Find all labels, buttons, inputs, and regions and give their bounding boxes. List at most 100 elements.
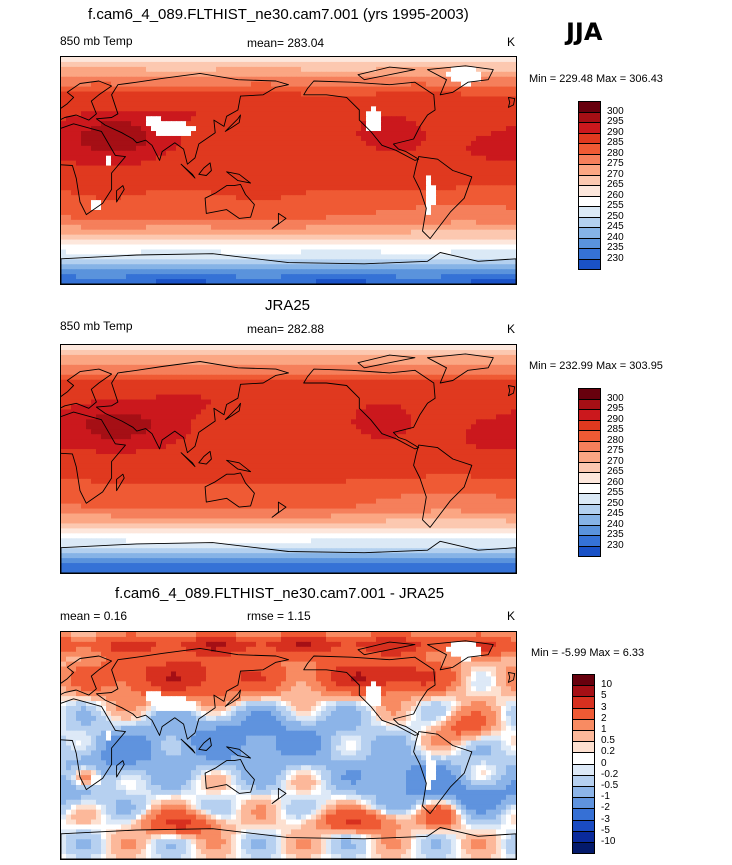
grid-cell — [126, 111, 132, 117]
grid-cell — [101, 369, 107, 376]
grid-cell — [276, 71, 282, 78]
grid-cell — [491, 91, 497, 98]
grid-cell — [226, 66, 232, 73]
grid-cell — [286, 145, 292, 152]
grid-cell — [161, 274, 167, 280]
grid-cell — [506, 379, 512, 386]
grid-cell — [481, 126, 487, 132]
grid-cell — [316, 165, 322, 172]
grid-cell — [196, 135, 202, 142]
grid-cell — [61, 185, 67, 191]
grid-cell — [311, 259, 317, 265]
grid-cell — [446, 150, 452, 157]
grid-cell — [266, 81, 272, 88]
grid-cell — [291, 254, 297, 260]
grid-cell — [376, 219, 382, 226]
grid-cell — [86, 195, 92, 201]
grid-cell — [196, 349, 202, 356]
grid-cell — [346, 200, 352, 206]
grid-cell — [81, 106, 87, 112]
grid-cell — [351, 264, 357, 270]
grid-cell — [496, 254, 502, 260]
grid-cell — [141, 91, 147, 98]
grid-cell — [111, 259, 117, 265]
grid-cell — [386, 229, 392, 236]
grid-cell — [66, 214, 72, 221]
grid-cell — [156, 150, 162, 157]
grid-cell — [191, 140, 197, 147]
grid-cell — [216, 234, 222, 241]
grid-cell — [286, 106, 292, 112]
grid-cell — [511, 131, 516, 137]
grid-cell — [266, 249, 272, 255]
grid-cell — [156, 364, 162, 371]
grid-cell — [131, 76, 137, 83]
grid-cell — [231, 66, 237, 73]
grid-cell — [461, 224, 467, 231]
grid-cell — [136, 374, 142, 381]
grid-cell — [66, 180, 72, 186]
grid-cell — [76, 259, 82, 265]
grid-cell — [81, 369, 87, 376]
grid-cell — [226, 150, 232, 157]
grid-cell — [181, 349, 187, 356]
grid-cell — [506, 126, 512, 132]
grid-cell — [91, 354, 97, 361]
grid-cell — [226, 135, 232, 142]
grid-cell — [61, 190, 67, 196]
grid-cell — [401, 214, 407, 221]
grid-cell — [171, 239, 177, 246]
grid-cell — [161, 155, 167, 162]
grid-cell — [366, 106, 372, 112]
grid-cell — [221, 229, 227, 236]
grid-cell — [201, 209, 207, 216]
grid-cell — [481, 160, 487, 167]
grid-cell — [201, 195, 207, 201]
grid-cell — [481, 229, 487, 236]
grid-cell — [306, 155, 312, 162]
grid-cell — [131, 61, 137, 68]
grid-cell — [491, 57, 497, 63]
grid-cell — [401, 359, 407, 366]
grid-cell — [141, 224, 147, 231]
grid-cell — [201, 57, 207, 63]
grid-cell — [201, 345, 207, 351]
grid-cell — [206, 264, 212, 270]
grid-cell — [361, 269, 367, 275]
grid-cell — [306, 214, 312, 221]
grid-cell — [401, 140, 407, 147]
grid-cell — [351, 165, 357, 172]
grid-cell — [241, 224, 247, 231]
grid-cell — [151, 219, 157, 226]
grid-cell — [181, 185, 187, 191]
grid-cell — [221, 57, 227, 63]
grid-cell — [101, 61, 107, 68]
grid-cell — [101, 155, 107, 162]
grid-cell — [496, 200, 502, 206]
grid-cell — [91, 155, 97, 162]
grid-cell — [106, 175, 112, 181]
grid-cell — [406, 101, 412, 107]
grid-cell — [221, 101, 227, 107]
grid-cell — [71, 214, 77, 221]
grid-cell — [91, 369, 97, 376]
grid-cell — [366, 345, 372, 351]
grid-cell — [246, 71, 252, 78]
grid-cell — [466, 57, 472, 63]
grid-cell — [261, 264, 267, 270]
grid-cell — [176, 150, 182, 157]
grid-cell — [406, 135, 412, 142]
grid-cell — [221, 131, 227, 137]
grid-cell — [121, 234, 127, 241]
grid-cell — [76, 180, 82, 186]
grid-cell — [306, 359, 312, 366]
grid-cell — [81, 145, 87, 152]
grid-cell — [171, 155, 177, 162]
grid-cell — [491, 249, 497, 255]
grid-cell — [446, 101, 452, 107]
grid-cell — [431, 131, 437, 137]
grid-cell — [76, 126, 82, 132]
grid-cell — [61, 364, 67, 371]
grid-cell — [341, 101, 347, 107]
grid-cell — [301, 170, 307, 177]
